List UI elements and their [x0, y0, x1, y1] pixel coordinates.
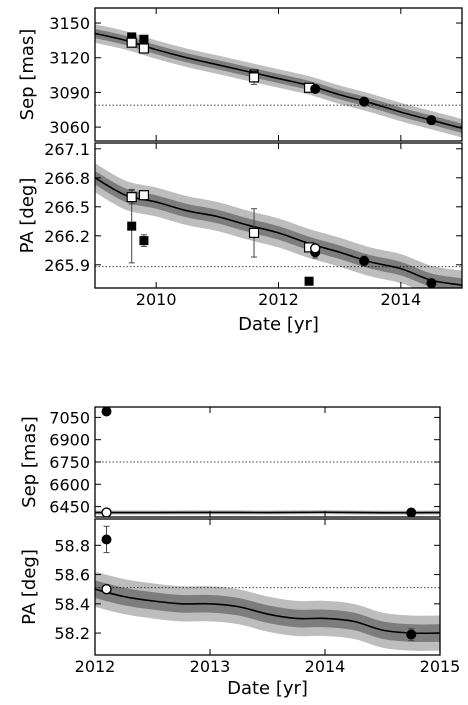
y-tick-label: 266.2	[44, 227, 90, 246]
y-tick-label: 3120	[49, 49, 90, 68]
y-tick-label: 266.8	[44, 169, 90, 188]
data-point-open-square	[138, 43, 150, 54]
x-tick-label: 2012	[75, 657, 116, 676]
x-axis-label: Date [yr]	[238, 314, 319, 335]
subplot-position-angle: 58.8 58.6 58.4 58.2 PA [deg]	[19, 518, 441, 656]
data-point-open-circle	[101, 507, 112, 517]
data-point-filled-circle	[359, 96, 370, 107]
y-tick-label: 6600	[49, 475, 90, 494]
data-point-open-square	[126, 37, 137, 48]
x-tick-label: 2014	[380, 290, 421, 309]
y-tick-label: 58.6	[54, 566, 90, 585]
y-tick-label: 3150	[49, 14, 90, 33]
y-tick-label: 58.2	[54, 624, 90, 643]
plot-area	[95, 24, 462, 138]
y-tick-label: 266.5	[44, 198, 90, 217]
y-axis-label: PA [deg]	[17, 178, 38, 254]
data-point-filled-circle	[359, 255, 370, 266]
plot-area	[95, 163, 462, 288]
data-point-filled-square	[139, 34, 149, 44]
data-point-filled-circle	[426, 278, 437, 288]
data-point-filled-circle	[406, 629, 417, 640]
data-point-open-circle	[310, 243, 321, 254]
inner-band	[95, 580, 440, 643]
data-point-filled-circle	[101, 534, 112, 545]
x-tick-label: 2012	[258, 290, 299, 309]
data-point-filled-circle	[101, 407, 112, 417]
subplot-separation: 7050 6900 6750 6600 6450 Sep [mas]	[19, 406, 441, 518]
y-tick-label: 6750	[49, 453, 90, 472]
x-axis-label: Date [yr]	[227, 678, 308, 699]
y-axis-label: Sep [mas]	[17, 29, 38, 121]
y-tick-label: 265.9	[44, 256, 90, 275]
plot-area	[95, 525, 440, 651]
y-tick-label: 58.4	[54, 595, 90, 614]
y-tick-label: 6450	[49, 498, 90, 517]
x-tick-label: 2014	[305, 657, 346, 676]
y-tick-label: 6900	[49, 431, 90, 450]
x-tick-label: 2010	[136, 290, 177, 309]
data-point-open-circle	[101, 583, 112, 595]
data-point-open-square	[138, 190, 150, 201]
data-point-filled-circle	[406, 507, 417, 517]
y-tick-label: 58.8	[54, 536, 90, 555]
y-tick-label: 3090	[49, 83, 90, 102]
data-point-filled-square	[127, 221, 137, 231]
data-point-filled-square	[304, 276, 314, 286]
plot-frame	[94, 518, 441, 656]
data-point-filled-square	[127, 32, 137, 42]
chart-upper-system: 3150 3120 3090 3060 Sep [mas] 267.1 266.8 266.5…	[17, 7, 463, 335]
y-tick-label: 267.1	[44, 140, 90, 159]
inner-band	[95, 171, 462, 288]
y-tick-label: 7050	[49, 408, 90, 427]
model-curve	[95, 177, 462, 286]
y-axis-label: PA [deg]	[19, 549, 40, 625]
x-tick-label: 2013	[190, 657, 231, 676]
subplot-separation: 3150 3120 3090 3060 Sep [mas]	[17, 7, 463, 142]
data-point-open-square	[248, 227, 260, 238]
plot-area	[95, 407, 440, 517]
y-tick-label: 3060	[49, 118, 90, 137]
inner-band	[95, 28, 462, 133]
y-axis-label: Sep [mas]	[19, 416, 40, 508]
data-point-open-square	[126, 192, 137, 203]
x-tick-label: 2015	[420, 657, 461, 676]
model-curve	[95, 32, 462, 130]
data-point-open-square	[248, 72, 260, 83]
data-point-filled-circle	[310, 83, 321, 94]
subplot-position-angle: 267.1 266.8 266.5 266.2 265.9 PA [deg]	[17, 140, 463, 289]
data-point-filled-circle	[426, 115, 437, 126]
data-point-filled-square	[139, 236, 149, 246]
model-curve	[95, 588, 440, 635]
